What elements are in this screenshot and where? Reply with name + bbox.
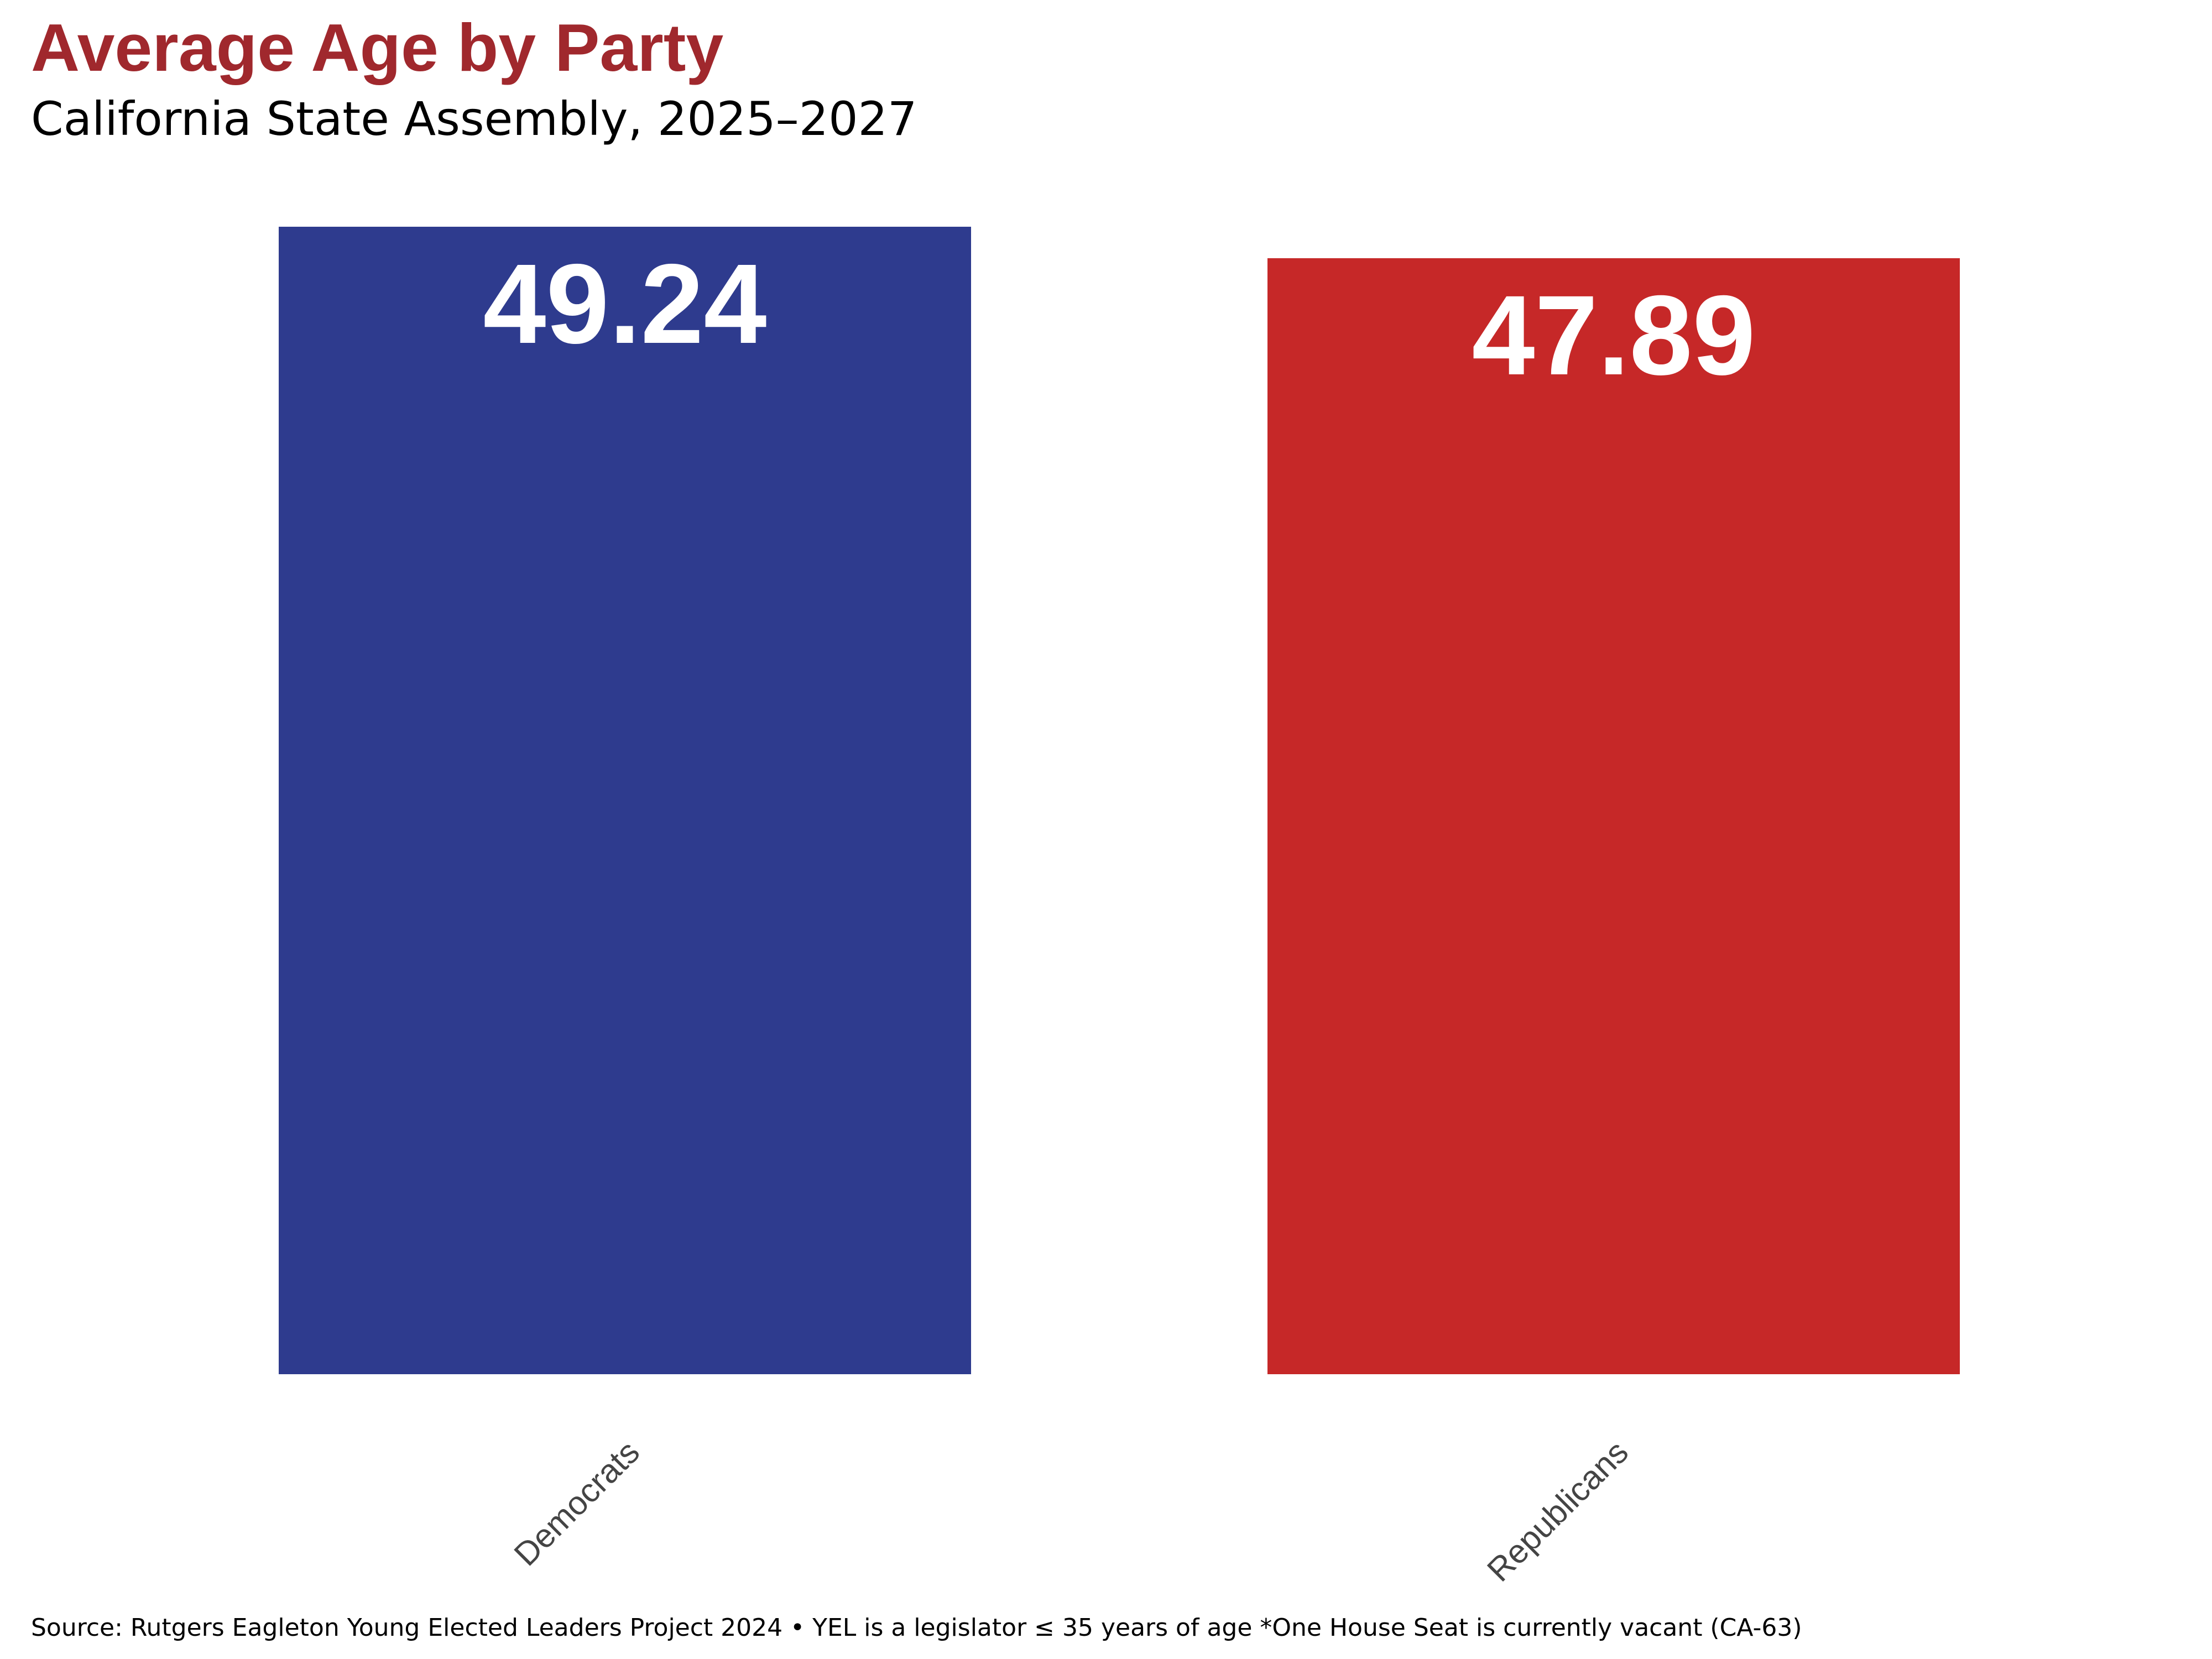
bar-value-label-democrats: 49.24	[483, 241, 766, 367]
chart-subtitle: California State Assembly, 2025–2027	[31, 92, 917, 146]
bar-republicans	[1267, 258, 1960, 1375]
x-tick-label-republicans: Republicans	[1480, 1433, 1635, 1589]
bar-democrats	[279, 227, 971, 1374]
chart-title: Average Age by Party	[31, 10, 724, 85]
x-tick-label-democrats: Democrats	[507, 1433, 646, 1573]
bar-value-label-republicans: 47.89	[1472, 272, 1755, 399]
chart-caption: Source: Rutgers Eagleton Young Elected L…	[31, 1614, 1802, 1642]
